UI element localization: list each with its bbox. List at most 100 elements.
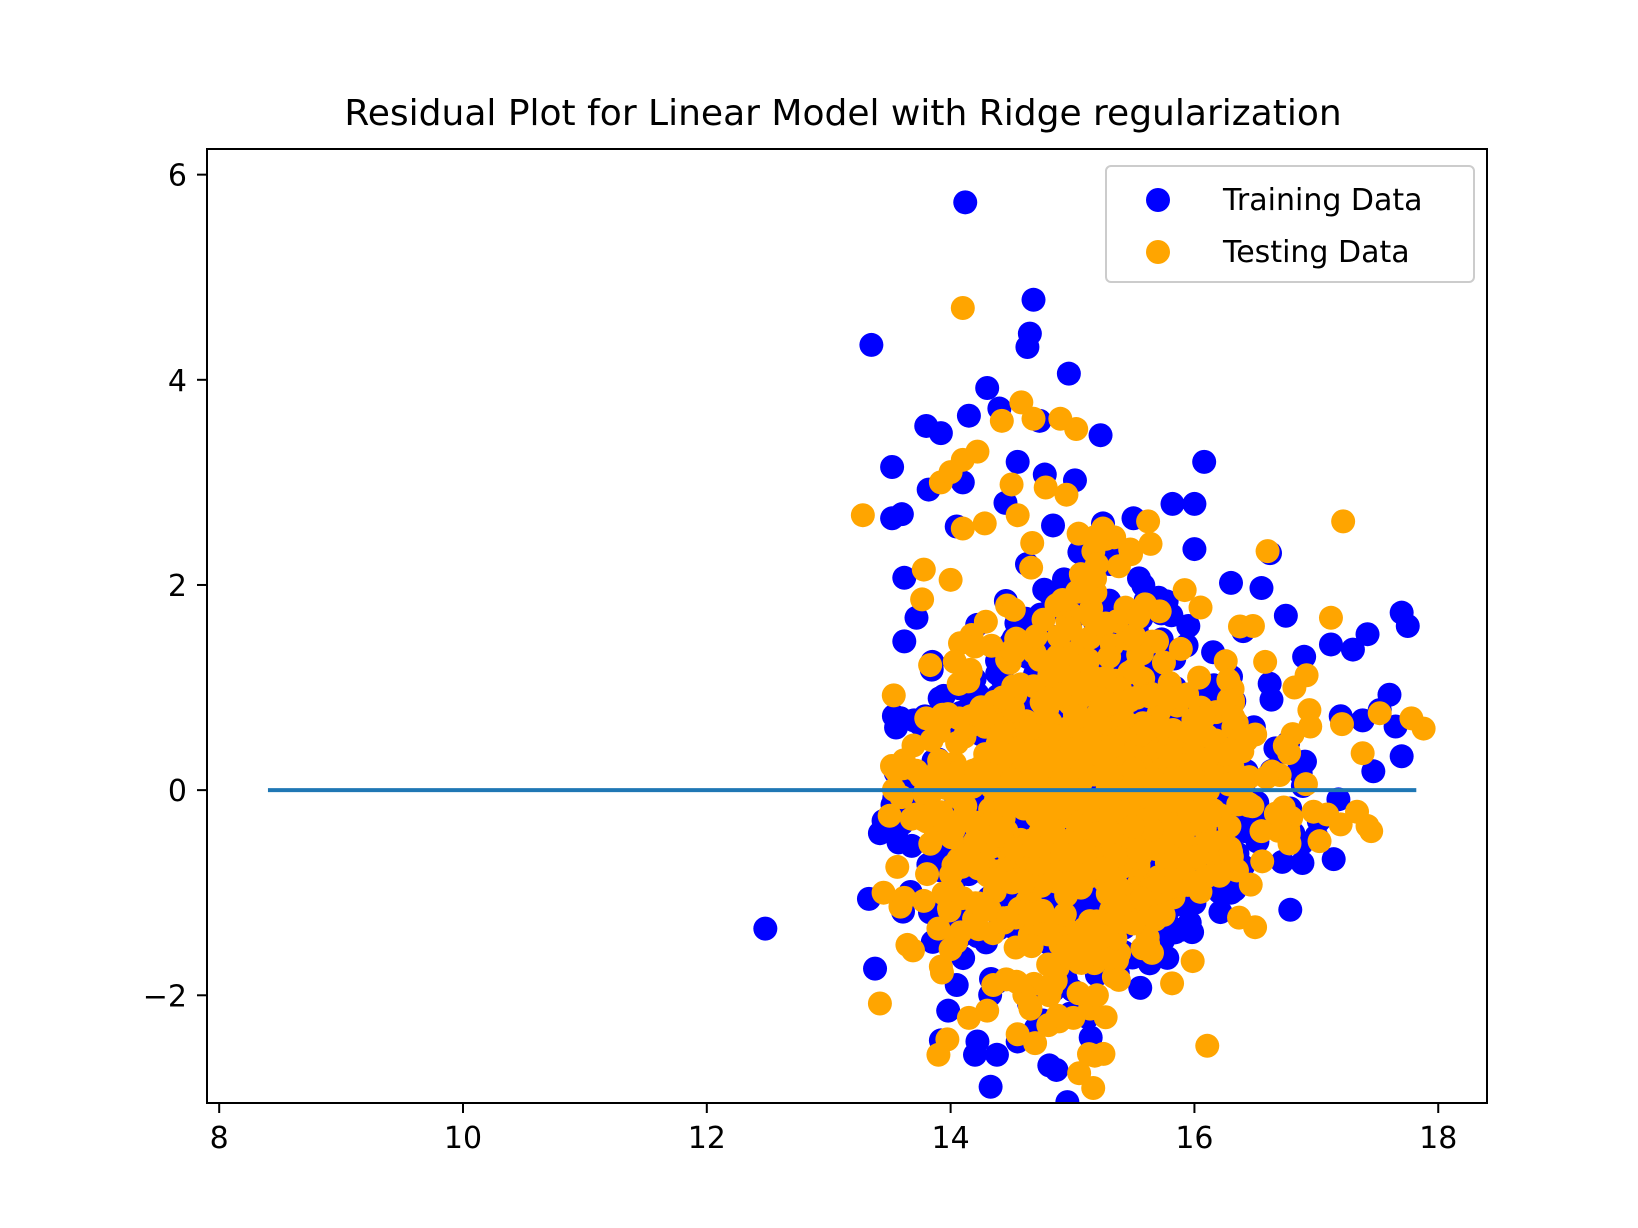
training-data-point: [1389, 744, 1414, 769]
testing-density-point: [1098, 794, 1123, 819]
testing-data-point: [1138, 531, 1163, 556]
testing-data-point: [1045, 1003, 1070, 1028]
testing-density-point: [918, 831, 943, 856]
testing-density-point: [1098, 691, 1123, 716]
testing-density-point: [1070, 577, 1095, 602]
testing-data-point: [1255, 539, 1280, 564]
training-data-point: [863, 956, 888, 981]
testing-data-point: [1367, 701, 1392, 726]
testing-data-point: [1188, 595, 1213, 620]
testing-data-point: [1267, 814, 1292, 839]
testing-density-point: [1137, 684, 1162, 709]
training-data-point: [956, 403, 981, 428]
testing-density-point: [1159, 874, 1184, 899]
testing-density-point: [1151, 650, 1176, 675]
training-data-point: [1270, 849, 1295, 874]
training-density-point: [1037, 1053, 1062, 1078]
testing-density-point: [1022, 834, 1047, 859]
training-data-point: [936, 998, 961, 1023]
training-data-point: [889, 502, 914, 527]
x-tick-label: 14: [932, 1121, 970, 1156]
testing-density-point: [1301, 799, 1326, 824]
testing-density-point: [1001, 597, 1026, 622]
testing-density-point: [1191, 705, 1216, 730]
testing-density-point: [945, 730, 970, 755]
training-data-point: [1015, 334, 1040, 359]
training-data-point: [753, 916, 778, 941]
testing-data-point: [1240, 614, 1265, 638]
testing-density-point: [1055, 871, 1080, 896]
testing-data-point: [1411, 716, 1436, 741]
training-density-point: [881, 703, 906, 728]
testing-data-point: [1005, 503, 1030, 528]
training-data-point: [892, 565, 917, 590]
testing-density-point: [1254, 765, 1279, 790]
testing-data-point: [950, 516, 975, 541]
testing-density-point: [1187, 665, 1212, 690]
training-data-point: [1021, 287, 1046, 312]
y-tick-label: 4: [168, 364, 187, 399]
testing-data-point: [950, 296, 975, 320]
training-data-point: [1176, 614, 1201, 638]
testing-density-point: [1243, 722, 1268, 747]
testing-density-point: [977, 897, 1002, 922]
x-tick-label: 10: [444, 1121, 482, 1156]
testing-data-point: [867, 991, 892, 1016]
testing-data-point: [972, 511, 997, 536]
testing-density-point: [1129, 886, 1154, 911]
testing-density-point: [901, 938, 926, 963]
testing-density-point: [1213, 649, 1238, 674]
training-density-point: [1055, 1090, 1080, 1103]
testing-density-point: [883, 758, 908, 783]
testing-density-point: [1250, 849, 1275, 874]
testing-data-point: [1060, 737, 1085, 762]
testing-density-point: [1216, 668, 1241, 693]
testing-density-point: [1293, 772, 1318, 797]
testing-density-point: [1271, 795, 1296, 820]
training-data-point: [1182, 491, 1207, 516]
legend-label: Testing Data: [1222, 235, 1410, 270]
testing-density-point: [1272, 733, 1297, 758]
testing-density-point: [1183, 780, 1208, 805]
chart-title: Residual Plot for Linear Model with Ridg…: [344, 93, 1341, 134]
training-density-point: [1321, 847, 1346, 872]
testing-density-point: [1003, 837, 1028, 862]
training-data-point: [904, 605, 929, 630]
testing-data-point: [914, 706, 939, 731]
testing-density-point: [1022, 771, 1047, 796]
testing-data-point: [1106, 967, 1131, 992]
testing-data-point: [1318, 605, 1343, 630]
testing-data-point: [1194, 747, 1219, 772]
legend-marker: [1146, 188, 1170, 212]
testing-data-point: [999, 767, 1024, 792]
testing-density-point: [1329, 712, 1354, 737]
legend: Training Data Testing Data: [1105, 165, 1475, 283]
testing-density-point: [918, 653, 943, 678]
testing-density-point: [964, 759, 989, 784]
testing-density-point: [951, 846, 976, 871]
testing-data-point: [1064, 417, 1089, 442]
training-data-point: [859, 332, 884, 357]
testing-data-point: [1097, 644, 1122, 669]
training-density-point: [1208, 900, 1233, 925]
testing-density-point: [929, 800, 954, 825]
testing-data-point: [1182, 870, 1207, 895]
training-data-point: [1182, 537, 1207, 562]
legend-box: [1105, 165, 1475, 283]
training-density-point: [1171, 917, 1196, 942]
testing-density-point: [1237, 792, 1262, 817]
testing-density-point: [1086, 925, 1111, 950]
training-data-point: [1041, 513, 1066, 538]
testing-data-point: [981, 973, 1006, 998]
testing-density-point: [1041, 819, 1066, 844]
testing-data-point: [871, 880, 896, 905]
testing-density-point: [1029, 690, 1054, 715]
x-tick-label: 8: [210, 1121, 229, 1156]
training-data-point: [984, 1042, 1009, 1067]
testing-density-point: [1230, 739, 1255, 764]
axes: 8 10 12 14 16 18 −2 0 2 4 6: [143, 148, 1488, 1156]
testing-data-point: [892, 885, 917, 910]
testing-data-point: [938, 460, 963, 485]
testing-density-point: [948, 807, 973, 832]
testing-density-point: [984, 740, 1009, 765]
